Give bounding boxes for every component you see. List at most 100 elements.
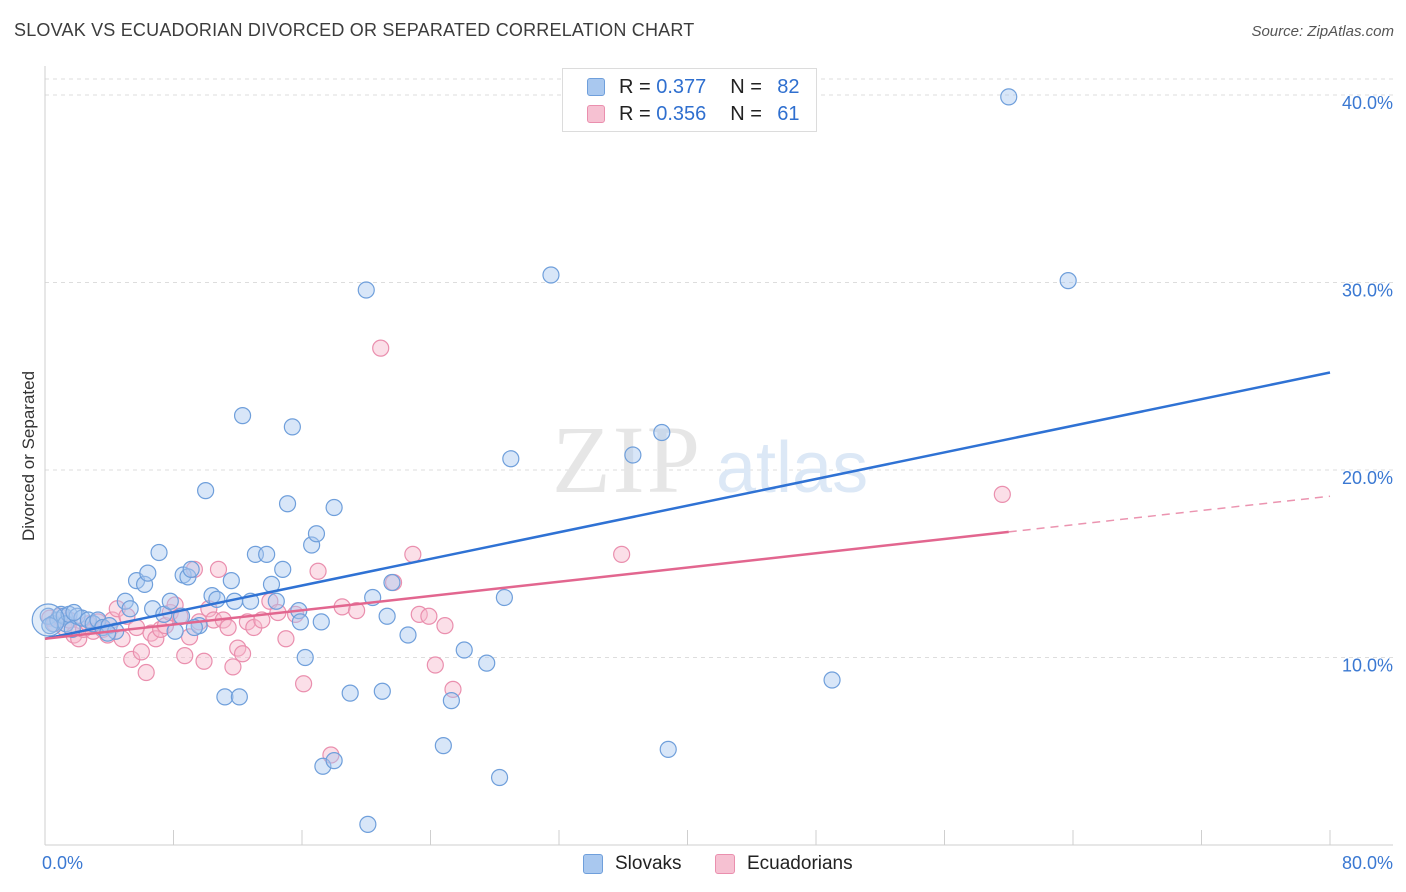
legend-n-label: N = (730, 102, 762, 125)
slovaks-point (378, 607, 396, 625)
ecuadorians-point (224, 658, 242, 676)
legend-n-value: 82 (777, 75, 800, 98)
slovaks-point (478, 654, 496, 672)
slovaks-point (258, 545, 276, 563)
legend-n-label: N = (730, 75, 762, 98)
slovaks-point (278, 495, 297, 513)
y-tick-label: 20.0% (1342, 468, 1393, 488)
ecuadorians-point (233, 645, 252, 663)
ecuadorians-trend-extension (1008, 495, 1331, 533)
slovaks-point (222, 572, 240, 590)
ecuadorians-point (209, 560, 228, 578)
slovaks-point (135, 575, 154, 593)
ecuadorians-point (348, 602, 366, 620)
slovaks-point (233, 407, 252, 425)
slovaks-point (303, 536, 321, 554)
ecuadorians-point (613, 545, 631, 563)
x-tick-label: 80.0% (1342, 853, 1393, 873)
ecuadorians-point (295, 675, 313, 693)
slovaks-point (341, 684, 359, 702)
legend-row-ecuadorians: R = 0.356 N = 61 (587, 102, 800, 126)
slovaks-point (455, 641, 473, 659)
slovaks-point (399, 626, 417, 644)
gridlines (45, 78, 1393, 658)
slovaks-point (150, 543, 168, 562)
slovaks-point (197, 482, 215, 500)
axis-labels: Divorced or Separated 10.0% 20.0% 30.0% 40.… (19, 93, 1393, 873)
y-tick-label: 40.0% (1342, 93, 1393, 113)
watermark: ZIP atlas (552, 406, 868, 513)
slovaks-point (1059, 272, 1077, 290)
legend-r-value: 0.356 (656, 102, 707, 125)
legend-r-label: R = (619, 102, 651, 125)
ecuadorians-point (132, 643, 150, 661)
ecuadorians-point (420, 607, 438, 625)
legend-r-label: R = (619, 75, 651, 98)
slovaks-point (325, 752, 343, 770)
legend-swatch-pink (587, 105, 605, 123)
y-tick-label: 30.0% (1342, 281, 1393, 301)
ecuadorians-point (277, 630, 295, 648)
slovaks-point (502, 450, 520, 468)
slovaks-point (161, 592, 179, 610)
slovaks-points (31, 88, 1077, 833)
bottom-swatch-pink (715, 854, 735, 874)
ecuadorians-point (436, 617, 454, 635)
slovaks-point (307, 525, 326, 543)
ecuadorians-point (404, 545, 422, 563)
slovaks-point (283, 418, 301, 436)
bottom-swatch-blue (583, 854, 603, 874)
slovaks-point (65, 603, 83, 622)
legend-n-value: 61 (777, 102, 800, 125)
ecuadorians-point (309, 562, 327, 580)
chart-title: SLOVAK VS ECUADORIAN DIVORCED OR SEPARAT… (14, 20, 695, 40)
legend-row-slovaks: R = 0.377 N = 82 (587, 75, 800, 99)
slovaks-point (230, 688, 248, 706)
bottom-legend-label: Ecuadorians (747, 853, 853, 874)
slovaks-point (434, 737, 452, 755)
slovaks-point (31, 603, 65, 637)
slovaks-point (624, 446, 642, 464)
slovaks-point (291, 613, 309, 631)
ecuadorians-point (176, 647, 194, 665)
ecuadorians-point (147, 630, 165, 648)
slovaks-point (823, 671, 841, 689)
slovaks-point (41, 617, 59, 635)
ecuadorians-point (993, 485, 1011, 503)
slovaks-point (296, 648, 314, 667)
slovaks-trend-line (44, 371, 1331, 640)
slovaks-point (325, 498, 343, 517)
slovaks-point (542, 266, 560, 284)
slovaks-point (490, 768, 509, 787)
y-axis-title: Divorced or Separated (19, 371, 38, 541)
slovaks-point (442, 692, 460, 710)
x-tick-label: 0.0% (42, 853, 83, 873)
legend: R = 0.377 N = 82 R = 0.356 N = 61 (562, 68, 817, 132)
ecuadorians-point (195, 652, 213, 670)
bottom-legend-label: Slovaks (615, 853, 682, 874)
ecuadorians-point (137, 663, 155, 682)
slovaks-point (659, 740, 677, 758)
legend-r-value: 0.377 (656, 75, 707, 98)
bottom-legend-slovaks: Slovaks (583, 852, 682, 876)
ecuadorians-points (41, 339, 1011, 764)
ecuadorians-point (219, 618, 237, 637)
ecuadorians-point (372, 339, 390, 357)
slovaks-point (653, 423, 671, 442)
slovaks-point (495, 588, 513, 607)
slovaks-point (274, 560, 292, 578)
slovaks-point (182, 560, 200, 578)
slovaks-point (373, 682, 391, 700)
bottom-legend-ecuadorians: Ecuadorians (715, 852, 853, 876)
ecuadorians-point (426, 656, 444, 674)
legend-swatch-blue (587, 78, 605, 96)
slovaks-point (139, 564, 157, 582)
source-label: Source: ZipAtlas.com (1251, 23, 1394, 40)
slovaks-point (267, 592, 285, 610)
slovaks-point (312, 613, 330, 631)
y-tick-label: 10.0% (1342, 656, 1393, 676)
ecuadorians-trend-line (44, 530, 1009, 640)
slovaks-point (1000, 88, 1018, 106)
slovaks-point (357, 281, 375, 299)
